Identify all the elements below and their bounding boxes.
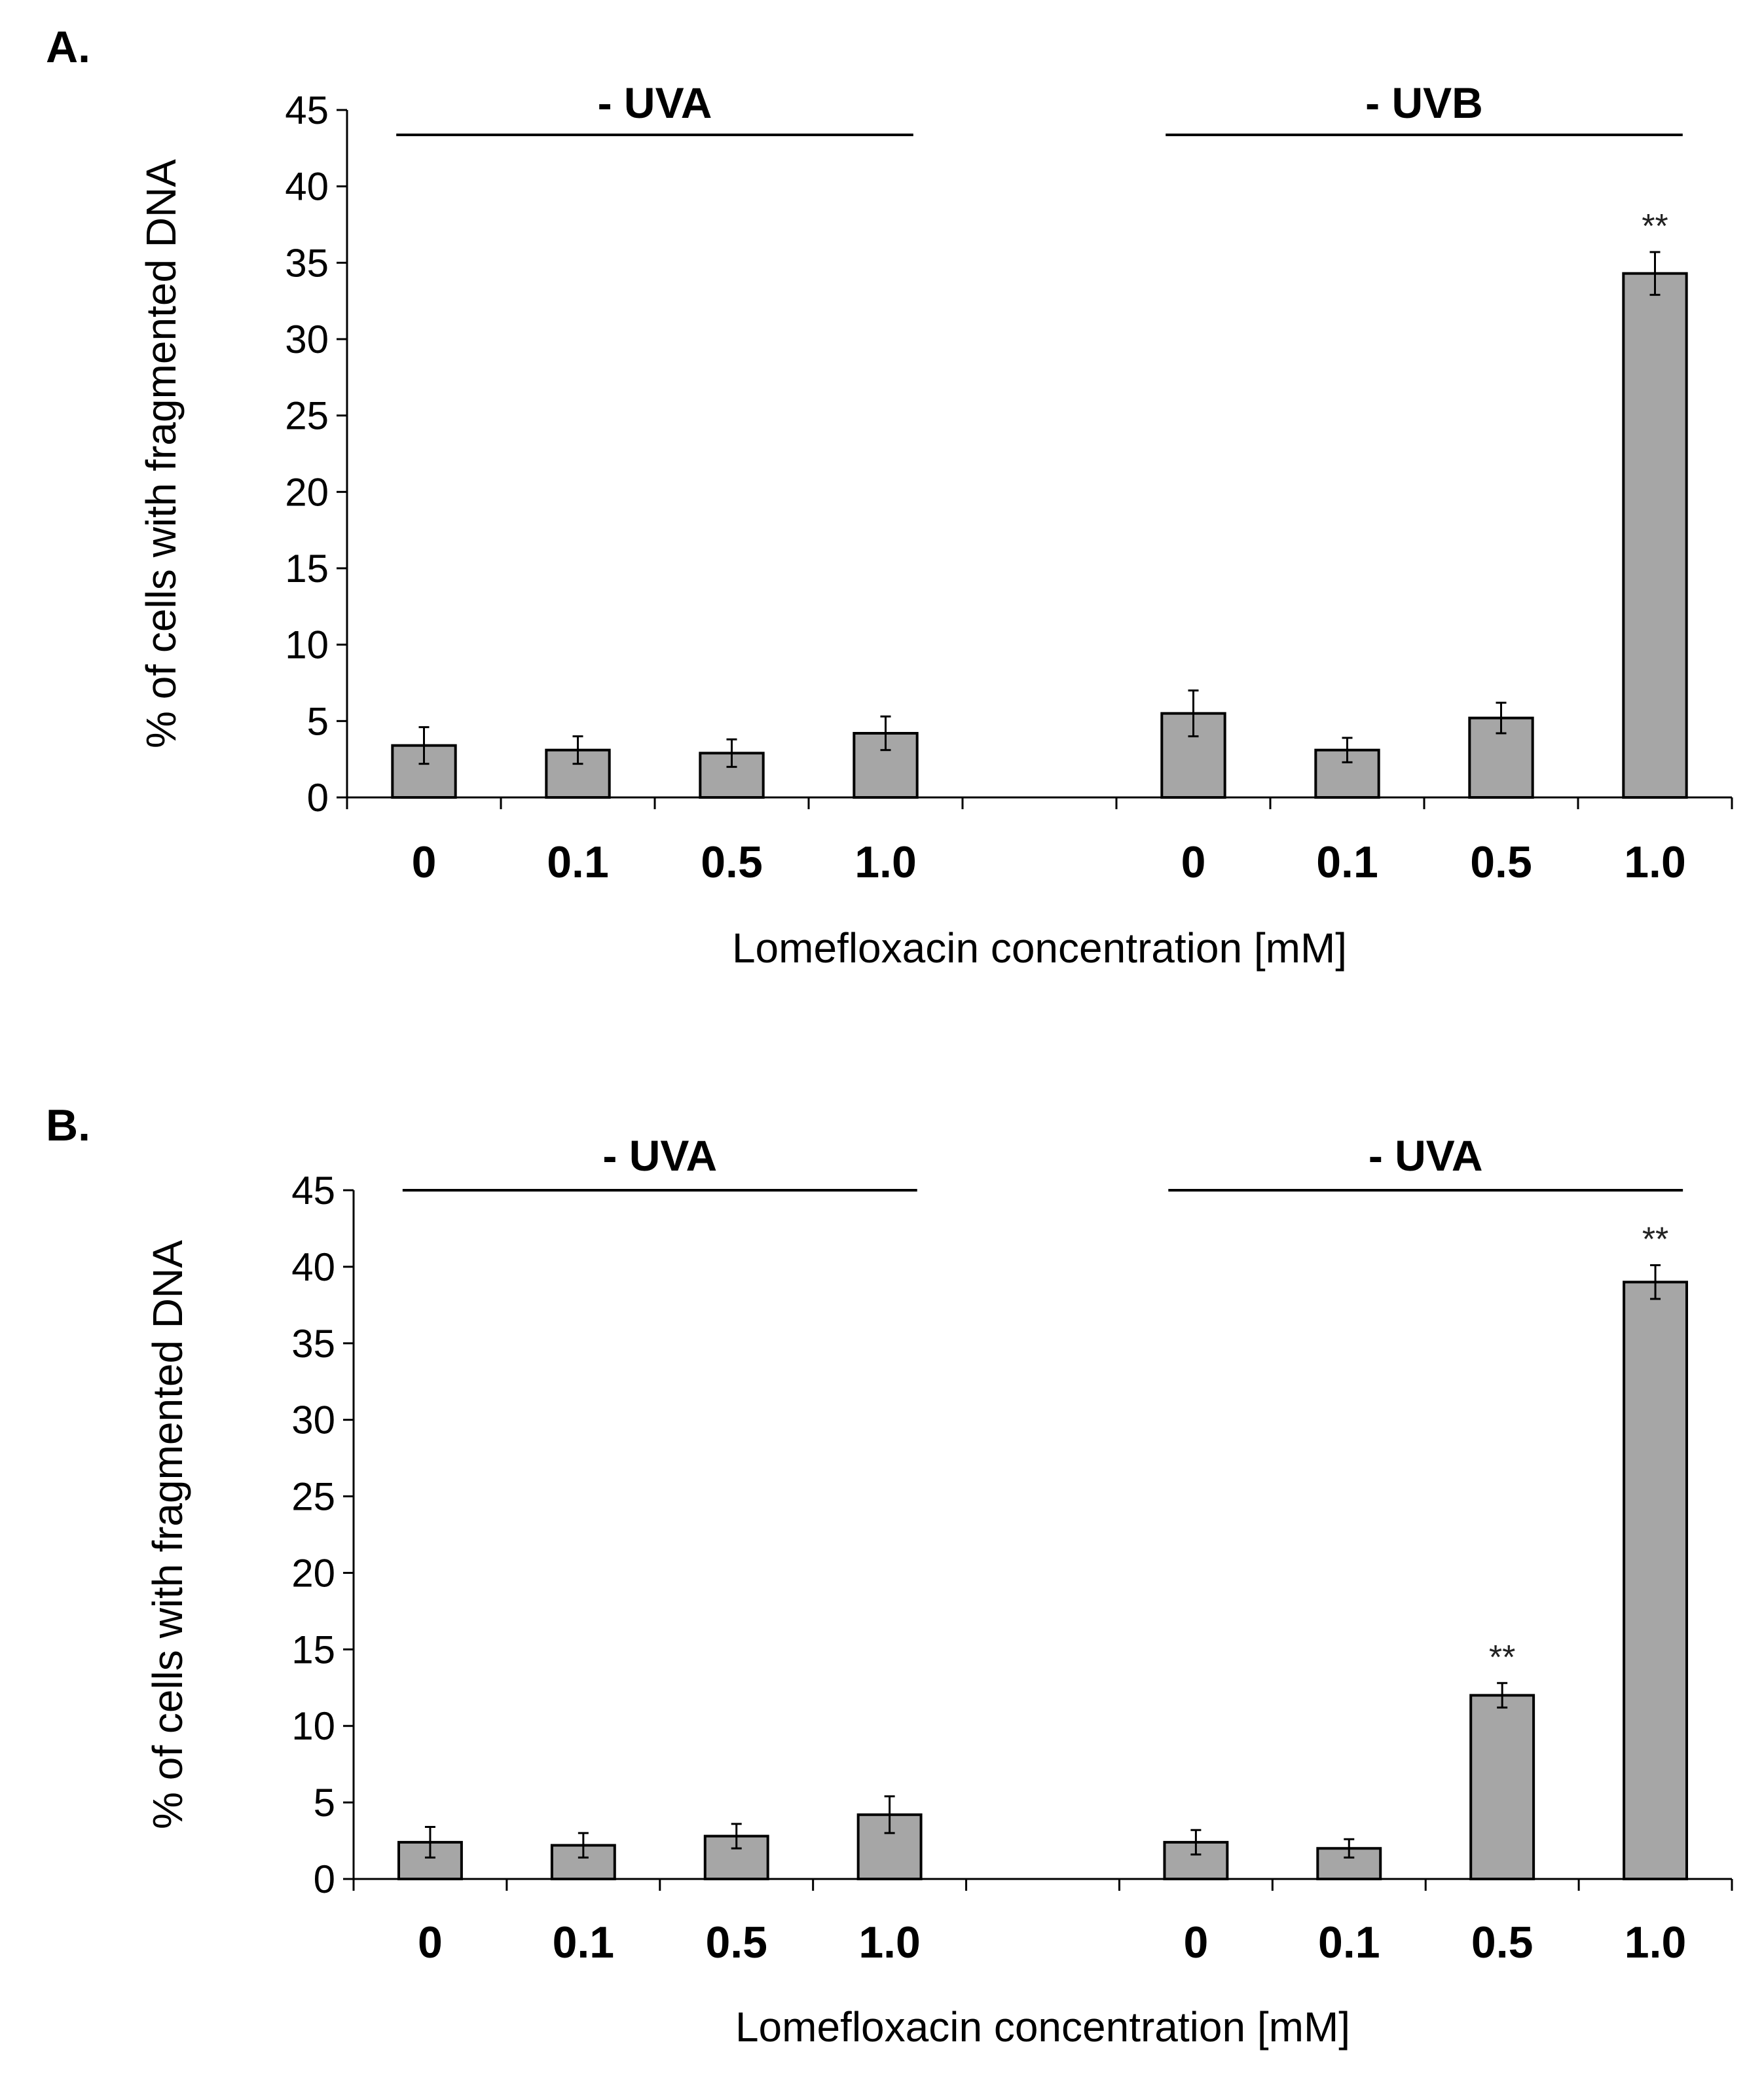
- y-tick-label: 40: [291, 1245, 335, 1289]
- panel-a: A. 0 5 10 15 20 25 30 35 40 45 - UVA 0 0.1 0.5 1.0 - UVB…: [46, 22, 1733, 972]
- group-label: - UVA: [1369, 1131, 1483, 1180]
- x-category-label: 0.5: [701, 837, 763, 887]
- y-tick-label: 30: [285, 318, 329, 361]
- x-axis-title: Lomefloxacin concentration [mM]: [732, 924, 1347, 972]
- x-category-label: 0: [1183, 1918, 1208, 1967]
- x-category-label: 0.5: [1471, 1918, 1534, 1967]
- group-label: - UVA: [598, 79, 712, 127]
- significance-label: **: [1642, 1221, 1668, 1259]
- x-category-label: 1.0: [1624, 837, 1686, 887]
- bar: [1623, 1281, 1689, 1881]
- significance-label: **: [1489, 1639, 1515, 1677]
- panel-label: B.: [46, 1101, 90, 1150]
- y-tick-label: 25: [285, 394, 329, 438]
- y-tick-label: 45: [291, 1169, 335, 1212]
- x-category-label: 0: [412, 837, 437, 887]
- x-category-label: 0: [418, 1918, 443, 1967]
- x-category-label: 0: [1181, 837, 1206, 887]
- y-tick-label: 40: [285, 165, 329, 209]
- y-axis-title: % of cells with fragmented DNA: [138, 159, 185, 748]
- x-category-label: 0.5: [705, 1918, 767, 1967]
- y-tick-label: 20: [291, 1551, 335, 1595]
- x-category-label: 0.1: [1318, 1918, 1380, 1967]
- y-tick-label: 15: [285, 547, 329, 591]
- x-category-label: 1.0: [858, 1918, 921, 1967]
- y-tick-label: 20: [285, 470, 329, 514]
- y-axis-title: % of cells with fragmented DNA: [144, 1240, 191, 1829]
- group-label: - UVA: [602, 1131, 717, 1180]
- bar: [1622, 272, 1688, 799]
- x-category-label: 0.1: [1316, 837, 1378, 887]
- y-tick-label: 35: [285, 241, 329, 285]
- y-tick-label: 5: [314, 1781, 335, 1825]
- y-tick-label: 0: [307, 776, 329, 820]
- group-label: - UVB: [1365, 79, 1483, 127]
- y-tick-label: 5: [307, 699, 329, 743]
- y-tick-label: 15: [291, 1628, 335, 1671]
- x-category-label: 1.0: [854, 837, 917, 887]
- significance-label: **: [1642, 208, 1668, 246]
- bar: [1469, 1694, 1535, 1880]
- panel-b: B. 0 5 10 15 20 25 30 35 40 45 - UVA 0 0.1 0.5 1.0 - UVA…: [46, 1101, 1733, 2051]
- x-category-label: 0.5: [1470, 837, 1532, 887]
- y-tick-label: 45: [285, 88, 329, 132]
- y-tick-label: 10: [291, 1704, 335, 1748]
- x-category-label: 1.0: [1625, 1918, 1687, 1967]
- x-category-label: 0.1: [553, 1918, 615, 1967]
- y-tick-label: 25: [291, 1475, 335, 1519]
- y-tick-label: 0: [314, 1857, 335, 1901]
- panel-label: A.: [46, 22, 90, 72]
- x-category-label: 0.1: [547, 837, 609, 887]
- x-axis-title: Lomefloxacin concentration [mM]: [735, 2003, 1350, 2051]
- y-tick-label: 35: [291, 1322, 335, 1366]
- y-tick-label: 10: [285, 623, 329, 667]
- y-tick-label: 30: [291, 1398, 335, 1442]
